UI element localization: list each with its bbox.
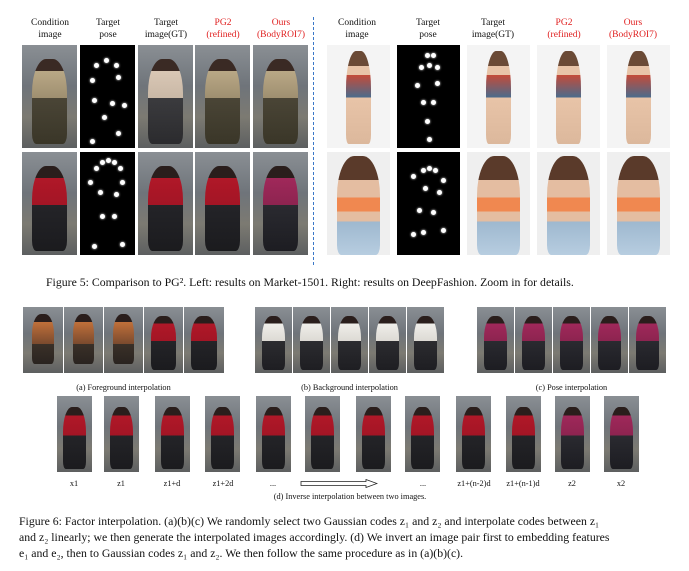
bg-interp-frame-3 [331, 307, 368, 373]
fg-interp-frame-2 [64, 307, 103, 373]
seq-label-x2: x2 [616, 479, 626, 488]
fashion-ours-result-2 [607, 152, 670, 255]
pose-interp-frame-3 [553, 307, 590, 373]
inv-interp-z1-plus-n-2-d [456, 396, 491, 472]
inv-interp-z1 [104, 396, 139, 472]
pose-interp-frame-4 [591, 307, 628, 373]
header-ours-left: Ours (BodyROI7) [256, 18, 306, 40]
header-target-image-right: Target image(GT) [471, 18, 515, 40]
header-pg2-left: PG2 (refined) [206, 18, 240, 40]
inv-interp-x2 [604, 396, 639, 472]
figure5-caption: Figure 5: Comparison to PG². Left: resul… [46, 275, 574, 289]
seq-label-z2: z2 [568, 479, 576, 488]
market-ours-result-1 [253, 45, 308, 148]
dashed-divider [313, 17, 314, 265]
inv-interp-x1 [57, 396, 92, 472]
inv-interp-frame-mid-1 [256, 396, 291, 472]
interpolation-arrow-icon [300, 479, 378, 488]
fg-interp-frame-1 [23, 307, 63, 373]
fashion-pg2-result-1 [537, 45, 600, 148]
inv-interp-frame-mid-2 [305, 396, 340, 472]
subcaption-b: (b) Background interpolation [301, 383, 398, 392]
seq-label-z1: z1 [117, 479, 125, 488]
fashion-pg2-result-2 [537, 152, 600, 255]
inv-interp-z1-plus-d [155, 396, 190, 472]
fashion-condition-image-1 [327, 45, 390, 148]
inv-interp-z2 [555, 396, 590, 472]
market-target-pose-1 [80, 45, 135, 148]
header-condition-image-right: Condition image [337, 18, 376, 40]
bg-interp-frame-2 [293, 307, 330, 373]
header-condition-image-left: Condition image [30, 18, 69, 40]
seq-label-x1: x1 [69, 479, 79, 488]
fashion-target-pose-1 [397, 45, 460, 148]
inv-interp-frame-mid-4 [405, 396, 440, 472]
header-pg2-right: PG2 (refined) [547, 18, 581, 40]
header-target-image-left: Target image(GT) [144, 18, 188, 40]
fashion-ours-result-1 [607, 45, 670, 148]
bg-interp-frame-1 [255, 307, 292, 373]
market-condition-image-1 [22, 45, 77, 148]
bg-interp-frame-5 [407, 307, 444, 373]
fashion-target-image-1 [467, 45, 530, 148]
pose-interp-frame-2 [515, 307, 552, 373]
header-ours-right: Ours (BodyROI7) [608, 18, 658, 40]
pose-interp-frame-1 [477, 307, 514, 373]
inv-interp-z1-plus-2d [205, 396, 240, 472]
subcaption-c: (c) Pose interpolation [535, 383, 608, 392]
figure6-caption-line-2: and z₂ linearly; we then generate the in… [19, 530, 610, 544]
pose-interp-frame-5 [629, 307, 666, 373]
seq-label-ellipsis-1: ... [269, 479, 277, 488]
inv-interp-frame-mid-3 [356, 396, 391, 472]
market-pg2-result-2 [195, 152, 250, 255]
fg-interp-frame-5 [184, 307, 224, 373]
figure6-caption-line-1: Figure 6: Factor interpolation. (a)(b)(c… [19, 514, 600, 528]
market-condition-image-2 [22, 152, 77, 255]
subcaption-d: (d) Inverse interpolation between two im… [273, 492, 427, 501]
seq-label-z1-plus-n-1-d: z1+(n-1)d [506, 479, 540, 488]
market-target-pose-2 [80, 152, 135, 255]
header-target-pose-right: Target pose [416, 18, 440, 40]
subcaption-a: (a) Foreground interpolation [76, 383, 171, 392]
market-pg2-result-1 [195, 45, 250, 148]
fg-interp-frame-4 [144, 307, 183, 373]
fashion-target-image-2 [467, 152, 530, 255]
seq-label-ellipsis-2: ... [419, 479, 427, 488]
figure6-caption-line-3: e₁ and e₂, then to Gaussian codes z₁ and… [19, 546, 464, 560]
header-target-pose-left: Target pose [96, 18, 120, 40]
inv-interp-z1-plus-n-1-d [506, 396, 541, 472]
bg-interp-frame-4 [369, 307, 406, 373]
market-ours-result-2 [253, 152, 308, 255]
seq-label-z1-plus-2d: z1+2d [212, 479, 234, 488]
seq-label-z1-plus-n-2-d: z1+(n-2)d [457, 479, 491, 488]
fashion-target-pose-2 [397, 152, 460, 255]
fg-interp-frame-3 [104, 307, 143, 373]
fashion-condition-image-2 [327, 152, 390, 255]
seq-label-z1-plus-d: z1+d [163, 479, 181, 488]
market-target-image-2 [138, 152, 193, 255]
market-target-image-1 [138, 45, 193, 148]
